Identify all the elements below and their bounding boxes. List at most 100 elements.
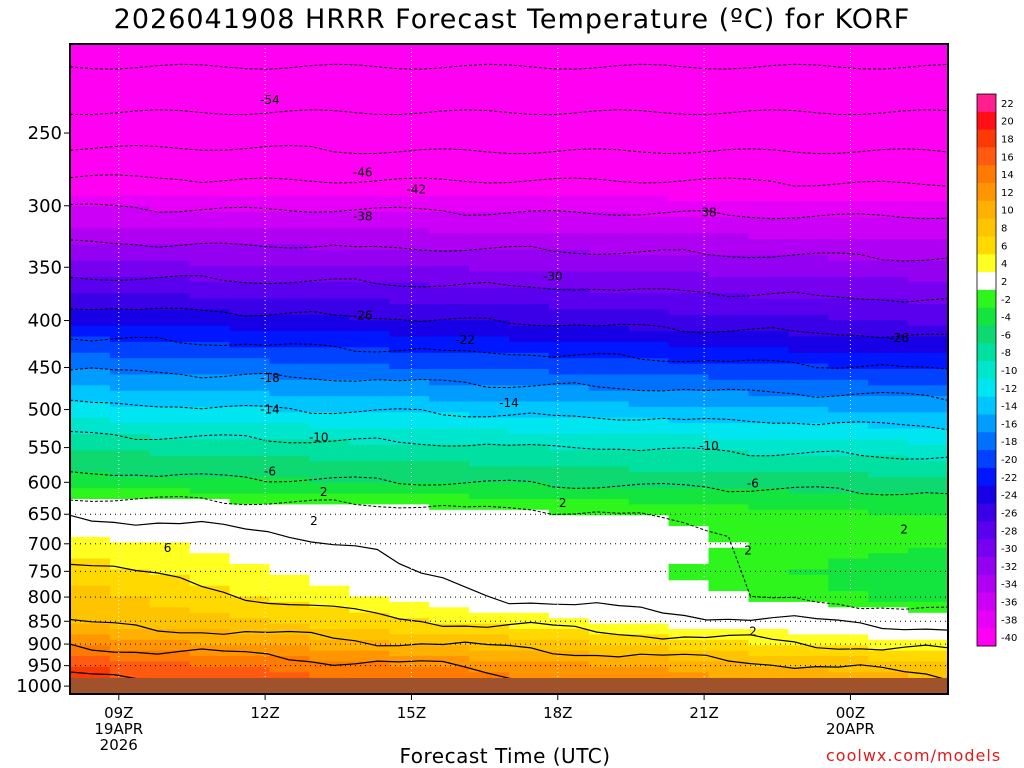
colorbar-swatch [977, 254, 996, 273]
temperature-band [109, 358, 151, 376]
temperature-band [548, 466, 590, 489]
temperature-band [70, 293, 111, 311]
temperature-band [149, 341, 191, 359]
temperature-band [708, 217, 750, 235]
temperature-band [109, 450, 151, 479]
temperature-band [429, 44, 470, 197]
temperature-band [229, 618, 271, 636]
temperature-band [868, 650, 909, 663]
temperature-band [628, 217, 670, 235]
temperature-band [149, 358, 191, 376]
colorbar-swatch [977, 485, 996, 504]
colorbar-label: 20 [1001, 117, 1014, 128]
temperature-band [109, 276, 151, 294]
temperature-band [708, 276, 750, 294]
temperature-band [309, 314, 351, 332]
temperature-band [70, 471, 111, 489]
temperature-band [149, 374, 191, 392]
temperature-band [828, 591, 869, 609]
temperature-band [309, 607, 351, 630]
temperature-band [189, 493, 231, 500]
temperature-band [509, 287, 550, 305]
temperature-band [229, 331, 271, 349]
temperature-band [429, 607, 470, 625]
temperature-band [309, 298, 351, 316]
temperature-band [509, 233, 550, 251]
colorbar-swatch [977, 307, 996, 326]
temperature-band [349, 596, 391, 614]
temperature-band [708, 379, 750, 392]
colorbar-swatch [977, 450, 996, 469]
temperature-band [229, 314, 271, 332]
temperature-band [668, 331, 710, 349]
temperature-band [548, 287, 590, 311]
temperature-band [229, 211, 271, 229]
temperature-band [908, 217, 948, 240]
temperature-band [509, 304, 550, 327]
temperature-band [628, 341, 670, 359]
isotherm-dashed [70, 496, 948, 610]
temperature-band [868, 239, 909, 262]
temperature-band [668, 639, 710, 652]
temperature-band [908, 547, 948, 603]
colorbar-swatch [977, 218, 996, 237]
temperature-band [548, 374, 590, 386]
temperature-band [908, 369, 948, 387]
colorbar-swatch [977, 628, 996, 647]
temperature-band [309, 282, 351, 300]
colorbar-swatch [977, 236, 996, 255]
temperature-band [429, 461, 470, 484]
credit-link[interactable]: coolwx.com/models [826, 746, 1002, 765]
temperature-band [748, 239, 790, 257]
temperature-band [189, 211, 231, 229]
temperature-band [628, 515, 670, 625]
temperature-band [70, 499, 111, 538]
temperature-band [309, 639, 351, 652]
temperature-band [70, 536, 111, 560]
temperature-band [628, 623, 670, 636]
contour-label: 2 [744, 544, 752, 558]
temperature-band [509, 211, 550, 235]
temperature-band [588, 401, 630, 419]
temperature-band [109, 661, 151, 679]
temperature-band [389, 618, 430, 636]
temperature-band [548, 233, 590, 251]
temperature-band [389, 249, 430, 267]
temperature-band [109, 434, 151, 452]
temperature-band [269, 493, 311, 506]
temperature-band [708, 406, 750, 424]
temperature-band [429, 623, 470, 636]
temperature-band [469, 233, 510, 251]
temperature-band [868, 298, 909, 322]
temperature-band [708, 423, 750, 441]
temperature-band [429, 352, 470, 370]
colorbar-swatch [977, 361, 996, 380]
temperature-band [548, 401, 590, 419]
temperature-band [748, 217, 790, 240]
temperature-band [788, 217, 830, 240]
y-axis: 2503003504004505005506006507007508008509… [16, 123, 70, 697]
temperature-band [229, 44, 271, 197]
temperature-band [509, 629, 550, 641]
temperature-band [269, 574, 311, 603]
temperature-band [908, 260, 948, 284]
colorbar-label: 4 [1001, 259, 1007, 270]
temperature-band [349, 639, 391, 652]
temperature-band [109, 390, 151, 408]
temperature-band [429, 233, 470, 251]
temperature-band [708, 650, 750, 663]
temperature-band [389, 228, 430, 251]
temperature-band [389, 304, 430, 322]
temperature-band [349, 412, 391, 430]
temperature-band [309, 228, 351, 251]
temperature-band [748, 331, 790, 349]
temperature-band [868, 320, 909, 338]
isotherm-solid [70, 563, 948, 651]
temperature-band [828, 336, 869, 354]
y-tick-label: 750 [28, 561, 62, 582]
temperature-band [389, 369, 430, 381]
y-tick-label: 950 [28, 656, 62, 677]
ground-terrain [70, 678, 948, 694]
temperature-band [109, 499, 151, 544]
colorbar-swatch [977, 272, 996, 291]
